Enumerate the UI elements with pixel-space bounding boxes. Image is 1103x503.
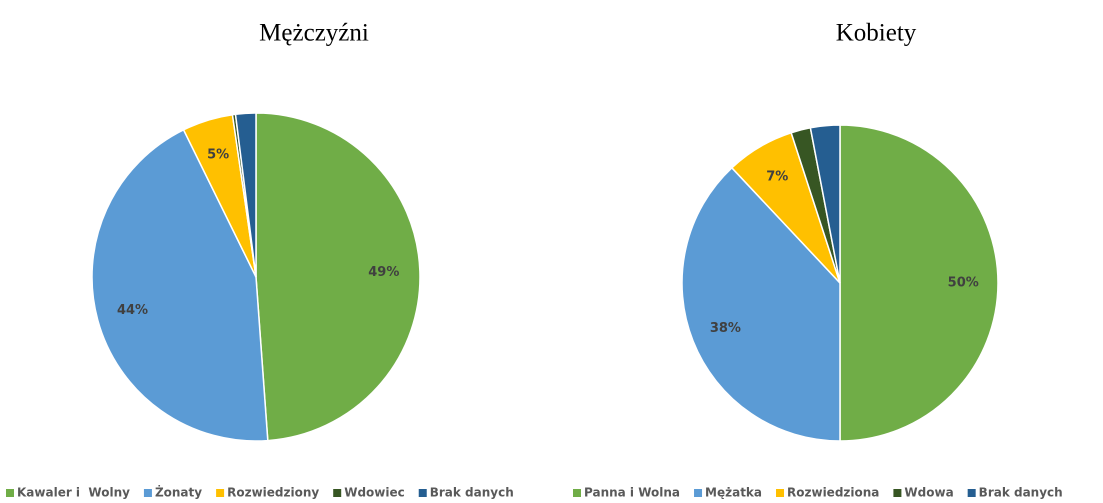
data-label: 44% <box>117 303 148 318</box>
legend-label: Mężatka <box>705 486 762 500</box>
legend-label: Brak danych <box>979 486 1063 500</box>
legend-swatch <box>6 489 14 497</box>
legend-label: Wdowa <box>904 486 953 500</box>
legend-swatch <box>143 489 152 497</box>
data-label: 50% <box>948 276 979 291</box>
pie-slice <box>234 112 257 278</box>
legend-label: Kawaler i Wolny <box>17 486 130 500</box>
legend-swatch <box>418 489 427 497</box>
legend-label: Brak danych <box>430 486 514 500</box>
pie-slice <box>839 124 999 442</box>
legend-swatch <box>333 489 342 497</box>
pie-slice <box>91 128 269 442</box>
pie-slice <box>681 166 841 442</box>
data-label: 7% <box>766 169 788 184</box>
legend-swatch <box>893 489 902 497</box>
legend-label: Wdowiec <box>344 486 405 500</box>
legend-label: Rozwiedziony <box>227 486 319 500</box>
chart-title: Kobiety <box>836 20 917 47</box>
legend-label: Rozwiedziona <box>787 486 879 500</box>
legend-swatch <box>776 489 785 497</box>
pie-slice <box>809 124 841 284</box>
legend-swatch <box>967 489 976 497</box>
legend-swatch <box>573 489 581 497</box>
legend-swatch <box>694 489 703 497</box>
legend-label: Panna i Wolna <box>584 486 680 500</box>
data-label: 5% <box>207 147 229 162</box>
data-label: 38% <box>710 321 741 336</box>
chart-title: Mężczyźni <box>259 20 369 47</box>
legend-label: Żonaty <box>155 485 202 500</box>
legend-swatch <box>216 489 225 497</box>
data-label: 49% <box>368 265 399 280</box>
pie-slice <box>255 112 421 442</box>
